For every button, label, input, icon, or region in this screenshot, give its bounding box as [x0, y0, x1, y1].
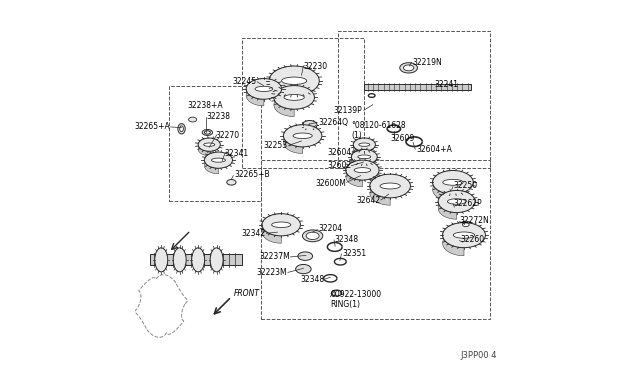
- Polygon shape: [284, 125, 303, 154]
- Ellipse shape: [284, 125, 322, 147]
- Polygon shape: [438, 190, 456, 219]
- Ellipse shape: [354, 168, 371, 173]
- Text: 32270: 32270: [216, 131, 240, 140]
- Polygon shape: [262, 214, 281, 243]
- Ellipse shape: [180, 126, 184, 132]
- Text: 32272N: 32272N: [460, 216, 490, 225]
- Ellipse shape: [463, 223, 469, 227]
- Ellipse shape: [403, 65, 414, 71]
- Polygon shape: [274, 86, 294, 116]
- Text: 32604: 32604: [328, 148, 352, 157]
- Polygon shape: [198, 138, 209, 156]
- Ellipse shape: [353, 138, 376, 151]
- Ellipse shape: [302, 121, 317, 130]
- Ellipse shape: [255, 86, 273, 92]
- Ellipse shape: [358, 155, 371, 159]
- Ellipse shape: [293, 133, 312, 138]
- Polygon shape: [353, 138, 364, 156]
- Ellipse shape: [246, 78, 282, 99]
- Ellipse shape: [443, 179, 463, 185]
- Polygon shape: [246, 78, 264, 106]
- Ellipse shape: [284, 94, 304, 100]
- Ellipse shape: [210, 248, 223, 272]
- Ellipse shape: [189, 117, 196, 122]
- Polygon shape: [433, 170, 453, 202]
- Text: 32238+A: 32238+A: [188, 102, 223, 110]
- Ellipse shape: [211, 158, 225, 162]
- Ellipse shape: [282, 77, 307, 84]
- Ellipse shape: [438, 190, 475, 212]
- Ellipse shape: [433, 170, 473, 194]
- Text: 32342: 32342: [241, 229, 266, 238]
- Text: 32204: 32204: [318, 224, 342, 233]
- Ellipse shape: [370, 174, 410, 198]
- Ellipse shape: [453, 232, 475, 238]
- Text: 32241: 32241: [435, 80, 458, 89]
- Text: 32600M: 32600M: [316, 179, 347, 187]
- Text: °08120-61628
(1): °08120-61628 (1): [351, 121, 406, 140]
- Text: 32245: 32245: [232, 77, 256, 86]
- Text: 32348: 32348: [300, 275, 324, 283]
- Polygon shape: [346, 160, 362, 187]
- Text: 00922-13000
RING(1): 00922-13000 RING(1): [330, 290, 381, 309]
- Ellipse shape: [380, 183, 400, 189]
- Ellipse shape: [192, 248, 205, 272]
- Ellipse shape: [443, 222, 485, 248]
- Ellipse shape: [400, 62, 417, 73]
- Text: 32604+A: 32604+A: [417, 145, 452, 154]
- Ellipse shape: [274, 86, 314, 109]
- Ellipse shape: [202, 129, 212, 135]
- Text: 32253: 32253: [264, 141, 287, 150]
- Ellipse shape: [460, 221, 472, 228]
- Text: 32265+A: 32265+A: [134, 122, 170, 131]
- Text: 32219N: 32219N: [412, 58, 442, 67]
- Ellipse shape: [155, 248, 168, 272]
- Polygon shape: [269, 66, 294, 105]
- Ellipse shape: [298, 252, 312, 260]
- Polygon shape: [205, 152, 218, 174]
- Text: 32250: 32250: [454, 182, 478, 190]
- Text: FRONT: FRONT: [234, 289, 260, 298]
- Text: 32348: 32348: [335, 235, 359, 244]
- Text: 32230: 32230: [304, 61, 328, 71]
- Ellipse shape: [204, 152, 232, 168]
- Ellipse shape: [204, 131, 211, 134]
- Text: 32237M: 32237M: [259, 252, 290, 262]
- Text: 32238: 32238: [206, 112, 230, 121]
- Text: 32341: 32341: [225, 150, 249, 158]
- Text: 32351: 32351: [342, 249, 366, 258]
- Ellipse shape: [269, 66, 319, 96]
- Ellipse shape: [346, 160, 379, 180]
- Ellipse shape: [303, 230, 323, 242]
- Ellipse shape: [198, 138, 220, 151]
- Ellipse shape: [306, 232, 319, 240]
- Ellipse shape: [447, 199, 466, 204]
- Ellipse shape: [359, 143, 370, 146]
- Ellipse shape: [227, 180, 236, 185]
- Text: 32602: 32602: [327, 161, 351, 170]
- Ellipse shape: [262, 214, 300, 236]
- Ellipse shape: [204, 143, 215, 146]
- Polygon shape: [443, 222, 464, 256]
- Ellipse shape: [173, 248, 186, 272]
- Text: 32260: 32260: [460, 235, 484, 244]
- Text: J3PP00 4: J3PP00 4: [461, 350, 497, 359]
- Polygon shape: [370, 174, 390, 205]
- Ellipse shape: [271, 222, 291, 228]
- Text: 32262P: 32262P: [454, 199, 483, 208]
- Ellipse shape: [351, 150, 377, 164]
- Ellipse shape: [178, 124, 185, 134]
- Text: 32609: 32609: [391, 134, 415, 142]
- Text: 32264Q: 32264Q: [318, 118, 348, 126]
- Ellipse shape: [296, 264, 311, 274]
- Text: 32265+B: 32265+B: [234, 170, 269, 179]
- Text: 32642: 32642: [356, 196, 381, 205]
- Text: 32223M: 32223M: [256, 268, 287, 277]
- Text: 32139P: 32139P: [333, 106, 362, 115]
- Polygon shape: [351, 150, 364, 169]
